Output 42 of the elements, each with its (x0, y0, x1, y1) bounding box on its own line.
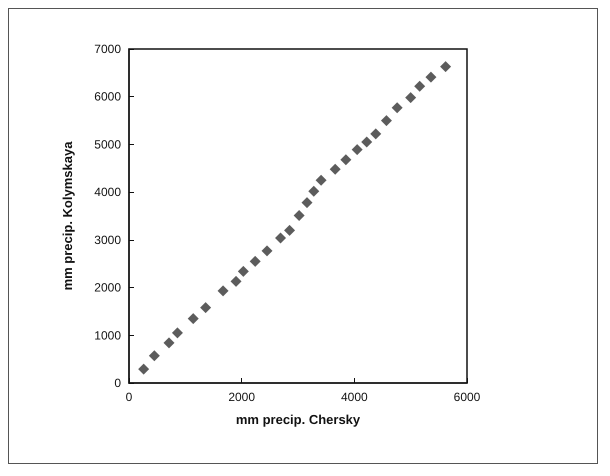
point (188, 313, 199, 324)
point (294, 210, 305, 222)
x-tick-label: 2000 (228, 390, 256, 404)
y-tick-label: 6000 (94, 90, 122, 104)
y-tick-label: 7000 (94, 42, 122, 56)
y-tick-label: 4000 (94, 185, 122, 200)
point (425, 72, 436, 83)
x-tick-label: 6000 (454, 390, 481, 404)
point (302, 197, 313, 208)
point (172, 327, 183, 338)
y-tick-label: 0 (114, 376, 122, 390)
point (238, 266, 249, 277)
y-axis-title: mm precip. Kolymskaya (60, 140, 75, 290)
point (308, 186, 320, 197)
point (284, 224, 296, 236)
y-tick-label: 1000 (94, 328, 122, 342)
point (262, 245, 273, 256)
x-axis-title: mm precip. Chersky (236, 412, 361, 427)
point (218, 285, 229, 296)
point (405, 92, 416, 104)
point (370, 128, 382, 140)
point (230, 276, 242, 287)
point (361, 136, 372, 148)
y-tick-label: 2000 (94, 280, 122, 295)
point (392, 102, 403, 114)
point (275, 232, 286, 244)
point (250, 256, 261, 267)
x-tick-label: 4000 (340, 390, 368, 404)
point (138, 364, 150, 375)
point (330, 164, 341, 175)
point (200, 302, 212, 314)
point (316, 174, 327, 186)
point (163, 337, 174, 348)
point (414, 80, 426, 92)
point (440, 61, 452, 72)
point (352, 144, 363, 156)
point (340, 154, 352, 166)
x-tick-label: 0 (126, 390, 133, 404)
point (148, 350, 160, 362)
y-tick-label: 3000 (94, 232, 122, 247)
point (380, 115, 392, 126)
y-tick-label: 5000 (94, 137, 122, 152)
